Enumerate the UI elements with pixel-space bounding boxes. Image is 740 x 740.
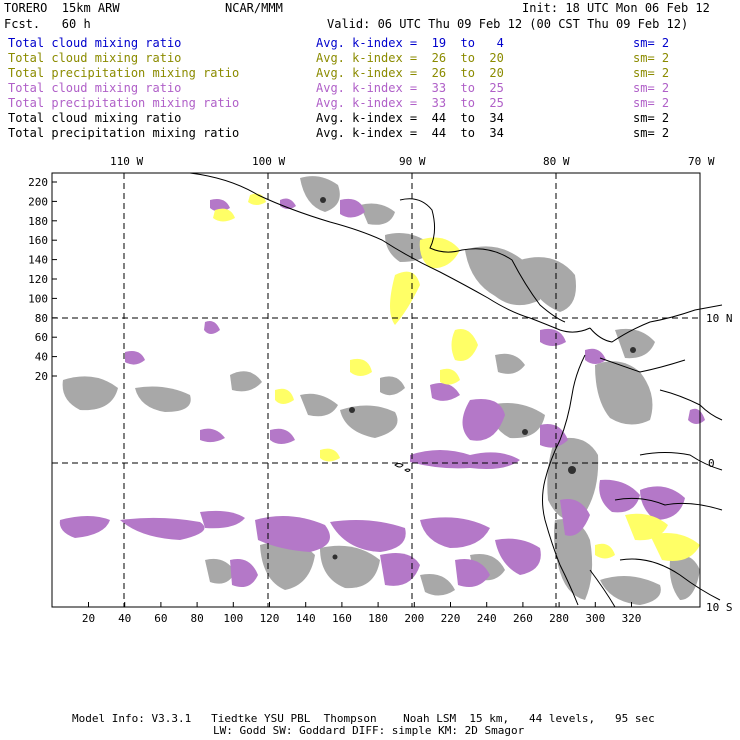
y-grid-label: 200 [28, 195, 48, 208]
legend-field: Total cloud mixing ratio [8, 81, 182, 95]
field-yellow [213, 193, 700, 561]
y-grid-label: 120 [28, 273, 48, 286]
legend-stat: Avg. k-index = 19 to 4 [316, 36, 504, 50]
x-grid-label: 220 [441, 612, 461, 625]
legend-field: Total precipitation mixing ratio [8, 126, 240, 140]
graticule [52, 173, 700, 607]
lon-label: 80 W [543, 155, 570, 168]
y-grid-label: 220 [28, 176, 48, 189]
lon-label: 90 W [399, 155, 426, 168]
x-grid-label: 280 [549, 612, 569, 625]
y-grid-label: 40 [35, 351, 48, 364]
axis-ticks [52, 181, 632, 607]
legend-sm: sm= 2 [633, 111, 670, 125]
y-grid-label: 140 [28, 254, 48, 267]
legend-stat: Avg. k-index = 26 to 20 [316, 51, 504, 65]
x-grid-label: 180 [368, 612, 388, 625]
legend-stat: Avg. k-index = 44 to 34 [316, 111, 504, 125]
x-grid-label: 300 [585, 612, 605, 625]
lat-label: 10 S [706, 601, 733, 614]
legend-sm: sm= 2 [633, 81, 670, 95]
forecast-hour: Fcst. 60 h [4, 17, 91, 31]
x-grid-label: 240 [477, 612, 497, 625]
y-grid-label: 100 [28, 292, 48, 305]
legend-field: Total cloud mixing ratio [8, 51, 182, 65]
legend-stat: Avg. k-index = 26 to 20 [316, 66, 504, 80]
field-gray [62, 176, 700, 605]
field-dark-cores [320, 197, 636, 560]
legend-field: Total precipitation mixing ratio [8, 96, 240, 110]
legend-sm: sm= 2 [633, 66, 670, 80]
organization: NCAR/MMM [225, 1, 283, 15]
x-grid-label: 260 [513, 612, 533, 625]
lon-label: 110 W [110, 155, 143, 168]
y-grid-label: 20 [35, 370, 48, 383]
plot-frame [51, 172, 701, 608]
x-grid-labels: 20 40 60 80 100 120 140 160 180 200 220 240 260 280 30… [82, 612, 642, 625]
x-grid-label: 40 [118, 612, 131, 625]
valid-time: Valid: 06 UTC Thu 09 Feb 12 (00 CST Thu … [327, 17, 689, 31]
model-physics: LW: Godd SW: Goddard DIFF: simple KM: 2D… [213, 724, 525, 737]
x-grid-label: 20 [82, 612, 95, 625]
legend-sm: sm= 2 [633, 51, 670, 65]
legend-field: Total cloud mixing ratio [8, 111, 182, 125]
y-grid-label: 60 [35, 331, 48, 344]
lat-label: 10 N [706, 312, 733, 325]
legend-field: Total cloud mixing ratio [8, 36, 182, 50]
x-grid-label: 120 [260, 612, 280, 625]
y-grid-labels: 220 200 180 160 140 120 100 80 60 40 20 [28, 176, 48, 383]
legend-sm: sm= 2 [633, 96, 670, 110]
x-grid-label: 80 [190, 612, 203, 625]
y-grid-label: 160 [28, 234, 48, 247]
x-grid-label: 100 [223, 612, 243, 625]
lon-label: 70 W [688, 155, 715, 168]
coastlines [189, 172, 723, 608]
legend-field: Total precipitation mixing ratio [8, 66, 240, 80]
x-grid-label: 160 [332, 612, 352, 625]
y-grid-label: 180 [28, 215, 48, 228]
legend-stat: Avg. k-index = 33 to 25 [316, 96, 504, 110]
legend-stat: Avg. k-index = 44 to 34 [316, 126, 504, 140]
legend-sm: sm= 2 [633, 36, 670, 50]
x-grid-label: 200 [404, 612, 424, 625]
legend-stat: Avg. k-index = 33 to 25 [316, 81, 504, 95]
y-grid-label: 80 [35, 312, 48, 325]
legend-sm: sm= 2 [633, 126, 670, 140]
lon-label: 100 W [252, 155, 285, 168]
x-grid-label: 60 [154, 612, 167, 625]
x-grid-label: 140 [296, 612, 316, 625]
field-purple [59, 198, 705, 588]
init-time: Init: 18 UTC Mon 06 Feb 12 [522, 1, 710, 15]
model-name: TORERO 15km ARW [4, 1, 120, 15]
lat-label: 0 [708, 457, 715, 470]
x-grid-label: 320 [622, 612, 642, 625]
model-info: Model Info: V3.3.1 Tiedtke YSU PBL Thomp… [72, 712, 655, 725]
